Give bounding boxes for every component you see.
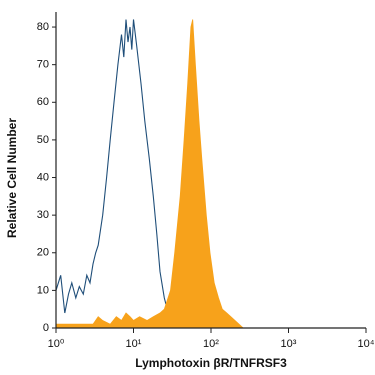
y-tick-label: 10: [37, 284, 49, 296]
x-tick-label: 10⁰: [48, 338, 65, 350]
y-tick-label: 80: [37, 21, 49, 33]
x-tick-label: 10⁴: [358, 338, 375, 350]
y-tick-label: 40: [37, 171, 49, 183]
x-tick-label: 10²: [203, 338, 219, 350]
y-tick-label: 50: [37, 134, 49, 146]
y-axis-title: Relative Cell Number: [5, 118, 19, 238]
filled-histogram: [55, 19, 366, 329]
x-tick-label: 10³: [281, 338, 297, 350]
y-tick-label: 20: [37, 247, 49, 259]
y-tick-label: 70: [37, 59, 49, 71]
y-tick-label: 30: [37, 209, 49, 221]
y-tick-label: 60: [37, 96, 49, 108]
outline-histogram: [55, 19, 181, 329]
x-tick-label: 10¹: [126, 338, 142, 350]
y-tick-label: 0: [43, 322, 49, 334]
x-axis-title: Lymphotoxin βR/TNFRSF3: [135, 356, 287, 370]
